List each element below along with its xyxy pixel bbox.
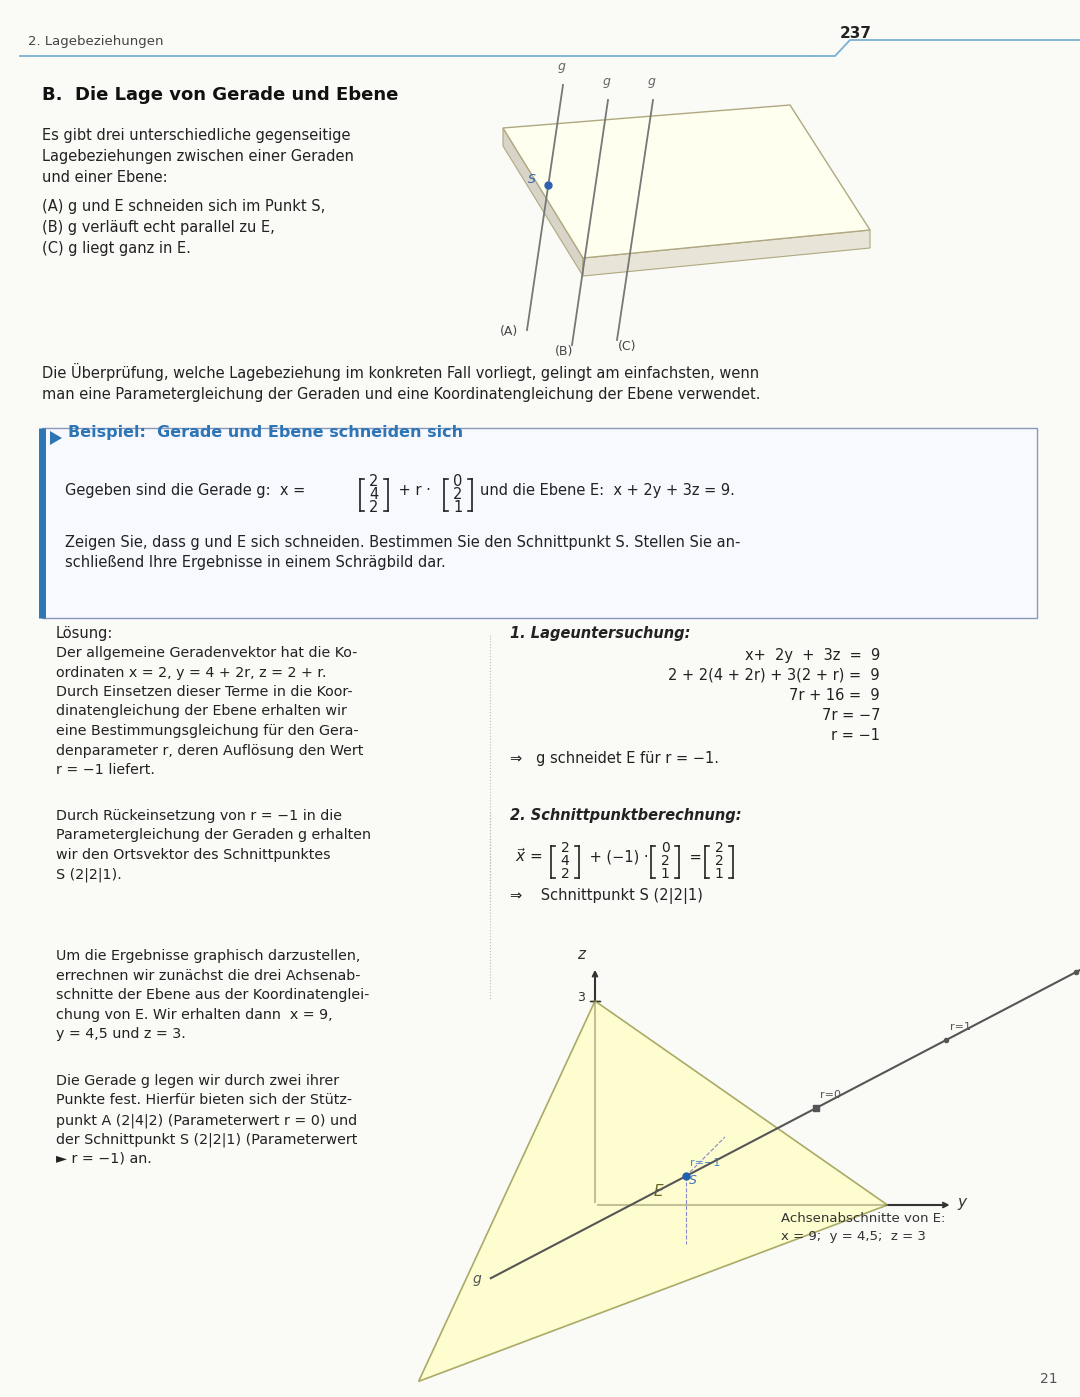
Text: (B) g verläuft echt parallel zu E,: (B) g verläuft echt parallel zu E,	[42, 219, 274, 235]
Text: g: g	[558, 60, 566, 73]
FancyBboxPatch shape	[42, 427, 1037, 617]
Text: (C) g liegt ganz in E.: (C) g liegt ganz in E.	[42, 242, 191, 256]
Text: 2: 2	[715, 841, 724, 855]
Text: ► r = −1) an.: ► r = −1) an.	[56, 1153, 152, 1166]
Text: g: g	[648, 75, 656, 88]
Text: schließend Ihre Ergebnisse in einem Schrägbild dar.: schließend Ihre Ergebnisse in einem Schr…	[65, 555, 446, 570]
Text: Lösung:: Lösung:	[56, 626, 113, 641]
Text: und die Ebene E:  x + 2y + 3z = 9.: und die Ebene E: x + 2y + 3z = 9.	[480, 483, 734, 497]
Text: r = −1 liefert.: r = −1 liefert.	[56, 763, 154, 777]
Text: (C): (C)	[618, 339, 636, 353]
Text: dinatengleichung der Ebene erhalten wir: dinatengleichung der Ebene erhalten wir	[56, 704, 347, 718]
Polygon shape	[419, 1002, 888, 1382]
Text: 237: 237	[840, 27, 872, 41]
Text: Achsenabschnitte von E:: Achsenabschnitte von E:	[781, 1213, 945, 1225]
Text: denparameter r, deren Auflösung den Wert: denparameter r, deren Auflösung den Wert	[56, 743, 363, 757]
Text: 2: 2	[561, 841, 569, 855]
Text: =: =	[685, 849, 706, 865]
Text: ⇒   g schneidet E für r = −1.: ⇒ g schneidet E für r = −1.	[510, 752, 719, 766]
Text: 4: 4	[369, 486, 379, 502]
Text: E: E	[653, 1183, 663, 1199]
Text: x+  2y  +  3z  =  9: x+ 2y + 3z = 9	[745, 648, 880, 664]
Text: y = 4,5 und z = 3.: y = 4,5 und z = 3.	[56, 1027, 186, 1041]
Text: 2. Schnittpunktberechnung:: 2. Schnittpunktberechnung:	[510, 807, 742, 823]
Text: B.  Die Lage von Gerade und Ebene: B. Die Lage von Gerade und Ebene	[42, 87, 399, 103]
Text: (B): (B)	[555, 345, 573, 358]
Text: z: z	[577, 947, 585, 963]
Text: 2: 2	[454, 486, 462, 502]
Text: (A): (A)	[500, 326, 518, 338]
Text: Lagebeziehungen zwischen einer Geraden: Lagebeziehungen zwischen einer Geraden	[42, 149, 354, 163]
Text: 1: 1	[454, 500, 462, 515]
Text: 2: 2	[715, 854, 724, 868]
Text: $\vec{x}$ =: $\vec{x}$ =	[515, 847, 544, 865]
Text: Durch Rückeinsetzung von r = −1 in die: Durch Rückeinsetzung von r = −1 in die	[56, 809, 342, 823]
Text: 7r = −7: 7r = −7	[822, 708, 880, 724]
Text: eine Bestimmungsgleichung für den Gera-: eine Bestimmungsgleichung für den Gera-	[56, 724, 359, 738]
Text: g: g	[473, 1273, 482, 1287]
Text: der Schnittpunkt S (2|2|1) (Parameterwert: der Schnittpunkt S (2|2|1) (Parameterwer…	[56, 1133, 357, 1147]
Text: 1. Lageuntersuchung:: 1. Lageuntersuchung:	[510, 626, 690, 641]
Text: x = 9;  y = 4,5;  z = 3: x = 9; y = 4,5; z = 3	[781, 1231, 926, 1243]
Text: 2: 2	[369, 500, 379, 515]
Text: 7r + 16 =  9: 7r + 16 = 9	[789, 687, 880, 703]
Text: 0: 0	[454, 474, 462, 489]
Text: S: S	[528, 173, 536, 186]
Text: Der allgemeine Geradenvektor hat die Ko-: Der allgemeine Geradenvektor hat die Ko-	[56, 645, 357, 659]
Text: S (2|2|1).: S (2|2|1).	[56, 868, 122, 882]
Text: + r ·: + r ·	[394, 483, 435, 497]
Polygon shape	[503, 129, 583, 277]
Text: errechnen wir zunächst die drei Achsenab-: errechnen wir zunächst die drei Achsenab…	[56, 968, 361, 982]
Text: man eine Parametergleichung der Geraden und eine Koordinatengleichung der Ebene : man eine Parametergleichung der Geraden …	[42, 387, 760, 402]
Text: und einer Ebene:: und einer Ebene:	[42, 170, 167, 184]
Text: punkt A (2|4|2) (Parameterwert r = 0) und: punkt A (2|4|2) (Parameterwert r = 0) un…	[56, 1113, 357, 1127]
Text: Zeigen Sie, dass g und E sich schneiden. Bestimmen Sie den Schnittpunkt S. Stell: Zeigen Sie, dass g und E sich schneiden.…	[65, 535, 741, 550]
Text: chung von E. Wir erhalten dann  x = 9,: chung von E. Wir erhalten dann x = 9,	[56, 1007, 333, 1021]
Text: Es gibt drei unterschiedliche gegenseitige: Es gibt drei unterschiedliche gegenseiti…	[42, 129, 351, 142]
Text: ordinaten x = 2, y = 4 + 2r, z = 2 + r.: ordinaten x = 2, y = 4 + 2r, z = 2 + r.	[56, 665, 326, 679]
Text: S: S	[689, 1175, 697, 1187]
Text: 3: 3	[577, 990, 585, 1004]
Text: r = −1: r = −1	[831, 728, 880, 743]
Text: g: g	[603, 75, 611, 88]
Text: Parametergleichung der Geraden g erhalten: Parametergleichung der Geraden g erhalte…	[56, 828, 372, 842]
Text: schnitte der Ebene aus der Koordinatenglei-: schnitte der Ebene aus der Koordinatengl…	[56, 988, 369, 1002]
Text: Die Gerade g legen wir durch zwei ihrer: Die Gerade g legen wir durch zwei ihrer	[56, 1074, 339, 1088]
Text: 4: 4	[561, 854, 569, 868]
Text: Durch Einsetzen dieser Terme in die Koor-: Durch Einsetzen dieser Terme in die Koor…	[56, 685, 353, 698]
Text: 0: 0	[661, 841, 670, 855]
Text: Gegeben sind die Gerade g:  x =: Gegeben sind die Gerade g: x =	[65, 483, 310, 497]
Text: 2: 2	[369, 474, 379, 489]
Text: 2. Lagebeziehungen: 2. Lagebeziehungen	[28, 35, 163, 47]
Text: 2: 2	[661, 854, 670, 868]
Text: Die Überprüfung, welche Lagebeziehung im konkreten Fall vorliegt, gelingt am ein: Die Überprüfung, welche Lagebeziehung im…	[42, 363, 759, 381]
Text: 1: 1	[661, 868, 670, 882]
Text: 21: 21	[1040, 1372, 1057, 1386]
Text: Beispiel:  Gerade und Ebene schneiden sich: Beispiel: Gerade und Ebene schneiden sic…	[68, 425, 463, 440]
Polygon shape	[50, 432, 62, 446]
Text: 2: 2	[561, 868, 569, 882]
Text: + (−1) ·: + (−1) ·	[585, 849, 653, 865]
Text: Um die Ergebnisse graphisch darzustellen,: Um die Ergebnisse graphisch darzustellen…	[56, 949, 361, 963]
Text: r=−1: r=−1	[690, 1158, 720, 1168]
Text: r=1: r=1	[949, 1023, 971, 1032]
Text: 1: 1	[715, 868, 724, 882]
Text: (A) g und E schneiden sich im Punkt S,: (A) g und E schneiden sich im Punkt S,	[42, 198, 325, 214]
Text: r=0: r=0	[820, 1090, 841, 1101]
Polygon shape	[583, 231, 870, 277]
Polygon shape	[503, 105, 870, 258]
Text: Punkte fest. Hierfür bieten sich der Stütz-: Punkte fest. Hierfür bieten sich der Stü…	[56, 1094, 352, 1108]
Text: y: y	[958, 1194, 967, 1210]
Text: 2 + 2(4 + 2r) + 3(2 + r) =  9: 2 + 2(4 + 2r) + 3(2 + r) = 9	[669, 668, 880, 683]
Text: wir den Ortsvektor des Schnittpunktes: wir den Ortsvektor des Schnittpunktes	[56, 848, 330, 862]
Text: ⇒    Schnittpunkt S (2|2|1): ⇒ Schnittpunkt S (2|2|1)	[510, 888, 703, 904]
